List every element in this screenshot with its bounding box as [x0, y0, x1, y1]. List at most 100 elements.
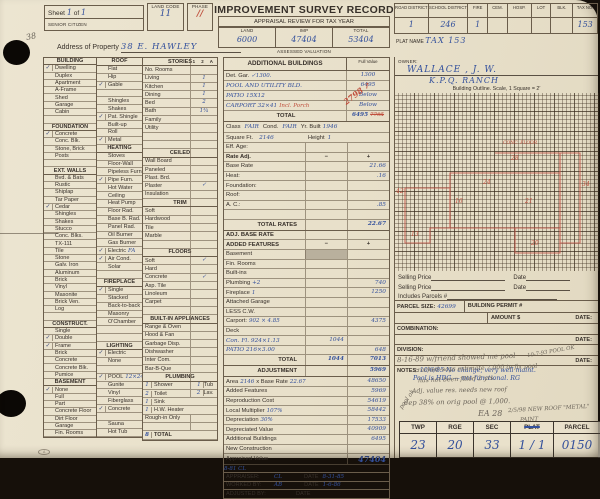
- class-value[interactable]: FAIR: [244, 124, 259, 130]
- checklist-row[interactable]: Built-up: [97, 121, 142, 130]
- checklist-row[interactable]: ✓ Metal: [97, 137, 142, 145]
- rate-row[interactable]: Deck: [224, 326, 389, 337]
- cost-row[interactable]: Reproduction Cost 54619: [224, 396, 389, 407]
- additional-building-row[interactable]: CARPORT 32×41 Incl. Porch Below: [224, 101, 389, 111]
- checklist-row[interactable]: [97, 326, 142, 335]
- owner-name-2[interactable]: K.P.Q. RANCH: [429, 76, 499, 85]
- checklist-row[interactable]: Masonite: [44, 292, 96, 299]
- checklist-row[interactable]: Shingles: [97, 97, 142, 106]
- checklist-row[interactable]: Shakes: [44, 219, 96, 226]
- checklist-row[interactable]: ✓ Pipe Furn.: [97, 176, 142, 185]
- checklist-row[interactable]: [44, 313, 96, 321]
- rate-row[interactable]: Fireplace 1 1250: [224, 288, 389, 298]
- checklist-row[interactable]: ✓ Single: [97, 287, 142, 295]
- checklist-row[interactable]: Kitchen 1: [143, 82, 217, 92]
- checklist-row[interactable]: Cabin: [44, 109, 96, 117]
- checklist-row[interactable]: Galv. Iron: [44, 262, 96, 270]
- cost-row[interactable]: Additional Buildings 6495: [224, 435, 389, 445]
- checklist-row[interactable]: ✓ None: [44, 386, 96, 394]
- footer-col-plat[interactable]: PLAT 1 / 1: [511, 422, 554, 457]
- selling-price-field[interactable]: [431, 280, 506, 281]
- checklist-row[interactable]: None: [97, 358, 142, 366]
- checklist-row[interactable]: Stucco: [44, 226, 96, 234]
- square-ft-value[interactable]: 2146: [259, 134, 274, 141]
- checklist-row[interactable]: [97, 271, 142, 279]
- checklist-row[interactable]: O'Chamber: [97, 318, 142, 327]
- rate-row[interactable]: Fin. Rooms: [224, 259, 389, 270]
- rate-row[interactable]: Con. Fl. 924×1.13 1044: [224, 336, 389, 346]
- checklist-row[interactable]: Masonry: [97, 311, 142, 319]
- checklist-row[interactable]: Flat: [97, 66, 142, 74]
- checklist-row[interactable]: Back-to-back: [97, 303, 142, 311]
- checklist-row[interactable]: Tile: [143, 223, 217, 233]
- checklist-row[interactable]: Part: [44, 401, 96, 409]
- checklist-row[interactable]: Tile: [44, 248, 96, 256]
- checklist-row[interactable]: TX-111: [44, 240, 96, 248]
- checklist-row[interactable]: Duplex: [44, 73, 96, 80]
- checklist-row[interactable]: Oil Burner: [97, 232, 142, 240]
- district-col-road-district[interactable]: ROAD DISTRICT 1: [395, 4, 429, 33]
- checklist-row[interactable]: Aluminum: [44, 270, 96, 277]
- checklist-row[interactable]: A-Frame: [44, 87, 96, 95]
- checklist-row[interactable]: 1 Shower 1 Tub: [143, 381, 217, 390]
- checklist-row[interactable]: Bvd. & Bats: [44, 175, 96, 183]
- checklist-row[interactable]: Fiberglass: [97, 397, 142, 406]
- combination-row[interactable]: COMBINATION:: [395, 323, 598, 334]
- checklist-row[interactable]: Floor Rad.: [97, 208, 142, 216]
- checklist-row[interactable]: 2 Toilet 2 Lav.: [143, 389, 217, 399]
- checklist-row[interactable]: Plast. Brd.: [143, 174, 217, 183]
- district-col-hosp-[interactable]: HOSP.: [507, 4, 532, 33]
- cost-row[interactable]: Added Features 5969: [224, 387, 389, 397]
- checklist-row[interactable]: Plaster ✓: [143, 182, 217, 191]
- checklist-row[interactable]: Single: [44, 328, 96, 336]
- checklist-row[interactable]: Floor-Wall: [97, 161, 142, 169]
- checklist-row[interactable]: Marble: [143, 232, 217, 241]
- rate-row[interactable]: LESS C.W.: [224, 307, 389, 318]
- checklist-row[interactable]: Garbage Disp.: [143, 340, 217, 349]
- plat-name-value[interactable]: TAX 153: [425, 36, 467, 45]
- rate-row[interactable]: Carport: 902 × 4.85 4375: [224, 317, 389, 327]
- rate-row[interactable]: Built-ins: [224, 269, 389, 279]
- checklist-row[interactable]: [44, 116, 96, 124]
- yr-built-value[interactable]: 1946: [322, 124, 338, 130]
- footer-col-parcel[interactable]: PARCEL 0150: [554, 422, 600, 457]
- building-outline-grid[interactable]: CONC. FLOOR 42 13 16 24 21 20 28 34: [395, 93, 599, 271]
- cost-row[interactable]: New Construction: [224, 444, 389, 455]
- checklist-row[interactable]: Panel Rad.: [97, 224, 142, 232]
- checklist-row[interactable]: Hot Water: [97, 184, 142, 193]
- checklist-row[interactable]: Gunite: [97, 382, 142, 390]
- checklist-row[interactable]: Hardwood: [143, 215, 217, 224]
- district-col-school-district[interactable]: SCHOOL DISTRICT 246: [428, 4, 469, 33]
- additional-building-row[interactable]: Det. Gar. ✓1300. 1300: [224, 71, 389, 81]
- checklist-row[interactable]: Conc. Blks.: [44, 233, 96, 241]
- checklist-row[interactable]: ✓ Electric FA: [97, 247, 142, 256]
- checklist-row[interactable]: Dining 1: [143, 91, 217, 100]
- includes-parcels-field[interactable]: [447, 299, 558, 300]
- checklist-row[interactable]: Shiplap: [44, 189, 96, 197]
- rate-row[interactable]: Eff. Age:: [224, 143, 389, 153]
- notes-block[interactable]: NOTES: 10/6/85 No change, very well main…: [395, 365, 598, 383]
- checklist-row[interactable]: ✓ Electric: [97, 350, 142, 358]
- checklist-row[interactable]: [97, 90, 142, 98]
- rate-row[interactable]: Roof:: [224, 190, 389, 201]
- checklist-row[interactable]: ✓ Cedar: [44, 204, 96, 212]
- rate-row[interactable]: Heat: .16: [224, 171, 389, 182]
- checklist-row[interactable]: Sauna: [97, 421, 142, 429]
- owner-name[interactable]: WALLACE , J. W.: [395, 64, 598, 76]
- rate-row[interactable]: Plumbing +2 740: [224, 278, 389, 289]
- checklist-row[interactable]: 8 TOTAL: [143, 431, 217, 440]
- checklist-row[interactable]: [143, 132, 217, 141]
- checklist-row[interactable]: Concrete Floor: [44, 408, 96, 416]
- district-col-lot[interactable]: LOT: [531, 4, 552, 33]
- checklist-row[interactable]: Dishwasher: [143, 348, 217, 357]
- checklist-row[interactable]: Hard: [143, 265, 217, 274]
- date-field[interactable]: [526, 280, 571, 281]
- checklist-row[interactable]: Carpet: [143, 298, 217, 307]
- height-value[interactable]: 1: [327, 134, 332, 141]
- checklist-row[interactable]: Vinyl: [97, 389, 142, 398]
- footer-col-twp[interactable]: TWP 23: [400, 422, 437, 457]
- rate-row[interactable]: Base Rate 21.66: [224, 162, 389, 172]
- checklist-row[interactable]: Hip: [97, 74, 142, 82]
- rate-row[interactable]: A. C.: .85: [224, 200, 389, 211]
- checklist-row[interactable]: Heat Pump: [97, 200, 142, 208]
